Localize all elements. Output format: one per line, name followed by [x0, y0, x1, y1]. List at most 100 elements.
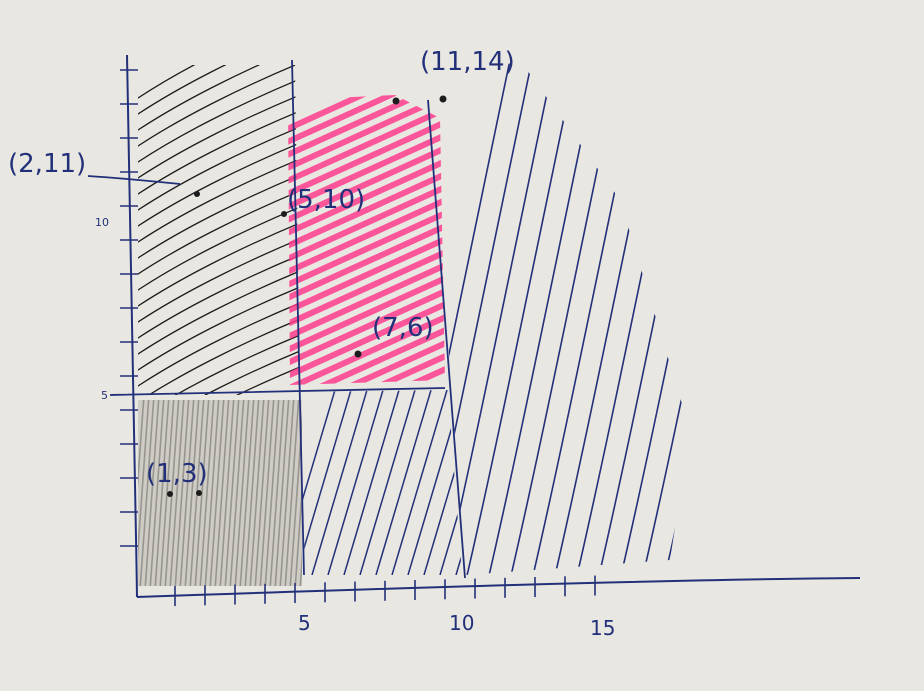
- black-hatch-stroke: [138, 174, 300, 261]
- pencil-stroke: [169, 400, 185, 586]
- black-hatch-stroke: [138, 302, 300, 389]
- vertical-line-x10: [427, 99, 466, 579]
- pencil-stroke: [289, 400, 302, 586]
- pencil-stroke: [224, 400, 240, 586]
- pink-stroke: [288, 95, 445, 133]
- black-hatch-stroke: [138, 366, 300, 395]
- black-hatch-stroke: [138, 65, 300, 149]
- black-hatch-stroke: [138, 65, 300, 117]
- black-hatch-stroke: [138, 94, 300, 181]
- pink-stroke: [288, 104, 445, 185]
- x-tick-label-5: 5: [298, 611, 311, 635]
- point-label-5-10: (5,10): [287, 185, 365, 215]
- pencil-stroke: [294, 400, 302, 586]
- pink-stroke: [288, 143, 445, 224]
- blue-hatch-stroke: [423, 390, 462, 575]
- pencil-stroke: [284, 400, 300, 586]
- pencil-stroke: [214, 400, 230, 586]
- pink-stroke: [288, 247, 445, 328]
- blue-hatch-stroke: [359, 390, 416, 575]
- black-hatch-stroke: [138, 158, 300, 245]
- pencil-stroke: [209, 400, 225, 586]
- pencil-stroke: [249, 400, 265, 586]
- pencil-stroke: [138, 400, 150, 586]
- pink-stroke: [288, 130, 445, 211]
- blue-hatch-stroke: [300, 390, 352, 575]
- point-1-3: [167, 491, 173, 497]
- blue-hatch-stroke: [391, 390, 448, 575]
- x-tick-label-15: 15: [590, 616, 615, 640]
- point-label-7-6: (7,6): [372, 313, 434, 343]
- blue-hatch-stroke: [300, 390, 336, 575]
- black-hatch-stroke: [138, 270, 300, 357]
- horizontal-line-y5: [109, 387, 446, 396]
- pink-stroke: [288, 286, 445, 367]
- pencil-stroke: [144, 400, 160, 586]
- black-hatch-stroke: [138, 350, 300, 395]
- pink-stroke: [288, 169, 445, 250]
- pink-stroke: [288, 312, 445, 385]
- pink-stroke: [288, 325, 445, 385]
- pink-stroke: [288, 351, 445, 385]
- pencil-stroke: [269, 400, 285, 586]
- point-7-6: [354, 350, 362, 358]
- black-hatch-stroke: [138, 238, 300, 325]
- pink-stroke: [288, 299, 445, 380]
- black-hatch-stroke: [138, 65, 300, 101]
- black-hatch-stroke: [138, 65, 300, 133]
- pink-stroke: [288, 338, 445, 385]
- black-hatch-stroke: [138, 286, 300, 373]
- x-tick-label-10: 10: [449, 611, 474, 635]
- pencil-stroke: [184, 400, 200, 586]
- blue-hatch-stroke: [375, 390, 432, 575]
- pencil-stroke: [229, 400, 245, 586]
- pink-stroke: [288, 117, 445, 198]
- pink-stroke: [288, 364, 445, 385]
- black-hatch-stroke: [138, 190, 300, 277]
- black-hatch-stroke: [138, 206, 300, 293]
- vertical-line-x5: [291, 59, 305, 576]
- black-hatch-stroke: [138, 222, 300, 309]
- blue-hatch-stroke: [311, 390, 368, 575]
- y-axis: [126, 54, 138, 598]
- y-tick-label-10: 10: [95, 216, 109, 229]
- horizontal-line-y11: [87, 175, 181, 185]
- black-hatch-stroke: [138, 126, 300, 213]
- pencil-stroke: [274, 400, 290, 586]
- axes: [126, 54, 861, 598]
- pink-stroke: [288, 156, 445, 237]
- point-11-14: [439, 95, 447, 103]
- point-2-11: [194, 191, 200, 197]
- pencil-stroke: [174, 400, 190, 586]
- blue-ink-hatching-middle: [300, 390, 462, 575]
- blue-hatch-stroke: [465, 60, 577, 575]
- pink-stroke: [288, 221, 445, 302]
- pencil-stroke: [149, 400, 165, 586]
- blue-hatch-stroke: [619, 60, 690, 575]
- pencil-stroke: [179, 400, 195, 586]
- partition-lines: [87, 59, 466, 579]
- blue-hatch-stroke: [343, 390, 400, 575]
- blue-hatch-stroke: [487, 60, 599, 575]
- blue-hatch-stroke: [439, 390, 462, 575]
- pink-stroke: [288, 95, 445, 146]
- pink-stroke: [288, 260, 445, 341]
- point-label-2-11: (2,11): [8, 149, 86, 179]
- pink-stroke: [288, 195, 445, 276]
- pencil-stroke: [279, 400, 295, 586]
- data-points: [167, 95, 447, 497]
- pink-stroke: [288, 273, 445, 354]
- pencil-stroke: [234, 400, 250, 586]
- pink-stroke: [288, 208, 445, 289]
- pencil-stroke: [264, 400, 280, 586]
- pencil-stroke: [138, 400, 145, 586]
- black-hatch-stroke: [138, 78, 300, 165]
- black-hatch-stroke: [138, 334, 300, 395]
- pencil-stroke: [159, 400, 175, 586]
- black-hatch-stroke: [138, 142, 300, 229]
- gray-pencil-shading: [138, 400, 302, 586]
- black-hatch-stroke: [138, 254, 300, 341]
- pencil-stroke: [244, 400, 260, 586]
- pink-stroke: [288, 95, 445, 159]
